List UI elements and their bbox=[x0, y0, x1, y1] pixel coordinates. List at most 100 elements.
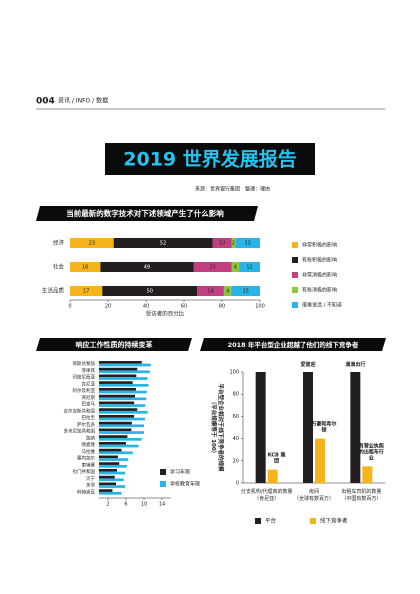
data-label: 2 bbox=[232, 241, 235, 247]
legend-swatch bbox=[292, 302, 298, 308]
legend-swatch bbox=[160, 469, 166, 475]
bar bbox=[99, 485, 126, 488]
bar bbox=[99, 424, 144, 428]
x-tick-label: 60 bbox=[181, 304, 187, 310]
bar bbox=[99, 374, 137, 378]
bar bbox=[267, 469, 278, 483]
bar bbox=[99, 455, 118, 459]
y-tick-label: 吉尔吉斯共和国 bbox=[64, 407, 96, 414]
y-tick-label: 肯尼亚 bbox=[82, 380, 96, 387]
bar bbox=[99, 428, 132, 432]
bar-annotation: 万豪和希尔顿 bbox=[310, 420, 336, 433]
legend-label: 非常消极的影响 bbox=[302, 272, 337, 279]
legend-label: 学校教育年限 bbox=[170, 481, 200, 488]
bar bbox=[99, 437, 142, 441]
x-tick-label: 40 bbox=[143, 304, 149, 310]
section-label: 资讯 / INFO / 数据 bbox=[58, 97, 108, 105]
x-tick-label: 房间（全球有数百万） bbox=[294, 488, 334, 502]
bar-annotation: 滴滴出行 bbox=[344, 361, 365, 368]
data-label: 10 bbox=[219, 241, 225, 247]
x-axis-label: 受访者的百分比 bbox=[146, 310, 185, 318]
legend-label: 非常积极的影响 bbox=[302, 242, 337, 249]
legend-label: 线下竞争者 bbox=[320, 517, 348, 525]
title-banner bbox=[105, 143, 315, 175]
section-banner bbox=[36, 206, 258, 221]
legend-swatch bbox=[310, 518, 316, 524]
x-tick-label: 20 bbox=[105, 304, 111, 310]
y-tick-label: 萨尔瓦多 bbox=[77, 421, 95, 428]
bar bbox=[99, 464, 127, 468]
bar bbox=[99, 401, 135, 405]
y-tick-label: 经济 bbox=[53, 239, 65, 247]
x-tick-label: 100 bbox=[255, 304, 265, 310]
y-axis-label: 平台型企业相对于线下竞争者的规模（平台规模等于 100） bbox=[211, 383, 226, 472]
data-label: 13 bbox=[244, 241, 250, 247]
bar-segment bbox=[235, 238, 260, 248]
y-tick-label: 菲律宾 bbox=[82, 367, 96, 374]
bar-annotation: 有营业执照的出租车行业 bbox=[359, 442, 384, 461]
bar bbox=[99, 444, 139, 448]
data-label: 11 bbox=[246, 265, 252, 271]
bar-segment bbox=[231, 286, 260, 296]
y-tick-label: 100 bbox=[229, 370, 239, 376]
bar-segment bbox=[197, 286, 224, 296]
bar bbox=[362, 466, 373, 483]
bar bbox=[99, 482, 117, 486]
legend-swatch bbox=[255, 518, 261, 524]
bar bbox=[99, 478, 124, 482]
bar-segment bbox=[70, 262, 101, 272]
legend-swatch bbox=[292, 242, 298, 248]
x-tick-label: 出租车司机的数量（中国有数百万） bbox=[341, 488, 381, 502]
bar bbox=[99, 390, 147, 394]
bar bbox=[99, 388, 136, 391]
y-tick-label: 印度尼西亚 bbox=[73, 374, 96, 381]
bar bbox=[99, 381, 133, 384]
legend-label: 学习年限 bbox=[170, 469, 190, 476]
bar bbox=[99, 435, 128, 438]
x-tick-label: 10 bbox=[141, 502, 147, 508]
y-tick-label: 柬埔寨 bbox=[82, 461, 96, 468]
bar bbox=[350, 372, 361, 483]
bar-segment bbox=[193, 262, 232, 272]
section-title: 响应工作性质的持续变革 bbox=[76, 340, 153, 349]
bar-segment bbox=[102, 286, 198, 296]
bar bbox=[99, 361, 142, 364]
x-tick-label: 80 bbox=[219, 304, 225, 310]
bar bbox=[99, 421, 132, 425]
bar bbox=[255, 372, 266, 483]
bar bbox=[99, 448, 122, 452]
bar-segment bbox=[212, 238, 232, 248]
y-tick-label: 突尼斯 bbox=[82, 394, 96, 401]
data-label: 50 bbox=[147, 289, 153, 295]
section-banner bbox=[200, 338, 386, 351]
bar bbox=[99, 394, 135, 398]
page-title: 2019 世界发展报告 bbox=[123, 148, 297, 171]
bar-segment bbox=[70, 238, 114, 248]
y-tick-label: 也门共和国 bbox=[73, 468, 96, 475]
bar bbox=[99, 370, 150, 374]
y-tick-label: 生活品质 bbox=[42, 287, 65, 295]
bar bbox=[99, 442, 126, 445]
legend-label: 很难说清 / 不知道 bbox=[302, 302, 342, 309]
bar-segment bbox=[113, 238, 213, 248]
data-label: 14 bbox=[207, 289, 213, 295]
bar bbox=[99, 458, 129, 461]
bar bbox=[99, 417, 145, 421]
data-label: 23 bbox=[89, 241, 95, 247]
source: 来源：世界银行集团 整理：理由 bbox=[195, 186, 270, 193]
section-title: 当前最新的数字技术对下述领域产生了什么影响 bbox=[66, 208, 224, 218]
legend-swatch bbox=[292, 272, 298, 278]
legend-label: 平台 bbox=[265, 517, 277, 525]
y-tick-label: 40 bbox=[233, 436, 239, 442]
y-tick-label: 多哥 bbox=[86, 482, 95, 489]
bar bbox=[99, 363, 151, 367]
page-number: 004 bbox=[36, 97, 55, 107]
bar bbox=[99, 469, 117, 472]
data-label: 49 bbox=[144, 265, 150, 271]
y-tick-label: 社会 bbox=[53, 263, 65, 271]
section-title: 2018 年平台型企业超越了他们的线下竞争者 bbox=[228, 340, 359, 349]
x-tick-label: 14 bbox=[159, 502, 165, 508]
y-tick-label: 加纳 bbox=[86, 434, 95, 441]
y-tick-label: 巴拉圭 bbox=[82, 414, 96, 421]
